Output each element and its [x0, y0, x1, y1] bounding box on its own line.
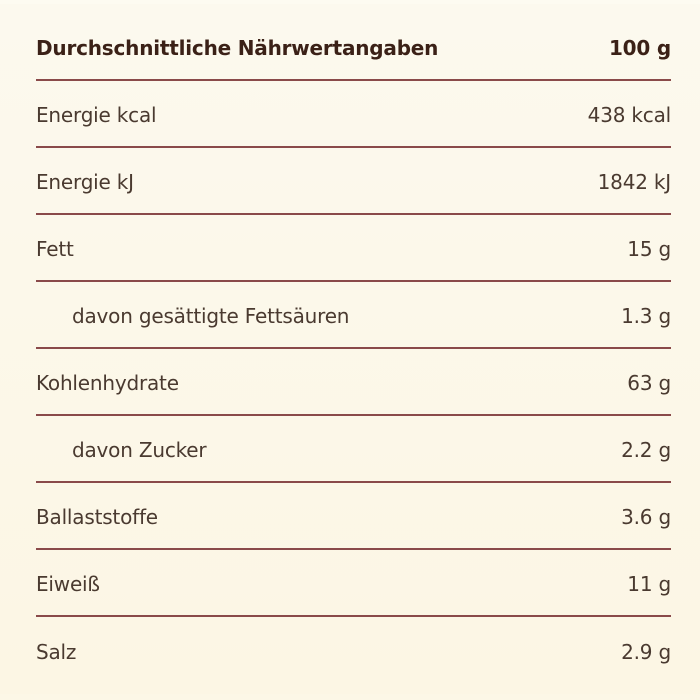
- row-value: 3.6 g: [621, 504, 671, 529]
- row-label: Salz: [36, 639, 77, 664]
- table-row-gesaettigte-fettsaeuren: davon gesättigte Fettsäuren 1.3 g: [36, 282, 671, 349]
- row-value: 63 g: [627, 370, 671, 395]
- nutrition-table: Durchschnittliche Nährwertangaben 100 g …: [36, 14, 671, 684]
- table-row-energie-kcal: Energie kcal 438 kcal: [36, 81, 671, 148]
- row-label: davon Zucker: [72, 437, 207, 462]
- table-row-ballaststoffe: Ballaststoffe 3.6 g: [36, 483, 671, 550]
- table-row-eiweiss: Eiweiß 11 g: [36, 550, 671, 617]
- row-label: Energie kJ: [36, 169, 134, 194]
- row-label: Energie kcal: [36, 102, 157, 127]
- row-label: Fett: [36, 236, 74, 261]
- row-label: Ballaststoffe: [36, 504, 158, 529]
- row-value: 2.9 g: [621, 639, 671, 664]
- table-row-energie-kj: Energie kJ 1842 kJ: [36, 148, 671, 215]
- row-label: Kohlenhydrate: [36, 370, 179, 395]
- row-value: 1842 kJ: [597, 169, 672, 194]
- table-row-fett: Fett 15 g: [36, 215, 671, 282]
- row-value: 2.2 g: [621, 437, 671, 462]
- table-row-kohlenhydrate: Kohlenhydrate 63 g: [36, 349, 671, 416]
- table-header-row: Durchschnittliche Nährwertangaben 100 g: [36, 14, 671, 81]
- row-label: davon gesättigte Fettsäuren: [72, 303, 350, 328]
- header-value: 100 g: [608, 35, 671, 60]
- row-label: Eiweiß: [36, 571, 100, 596]
- nutrition-panel: Durchschnittliche Nährwertangaben 100 g …: [0, 4, 700, 694]
- row-value: 15 g: [627, 236, 671, 261]
- row-value: 11 g: [627, 571, 671, 596]
- row-value: 1.3 g: [621, 303, 671, 328]
- table-row-salz: Salz 2.9 g: [36, 617, 671, 684]
- header-label: Durchschnittliche Nährwertangaben: [36, 35, 439, 60]
- row-value: 438 kcal: [587, 102, 672, 127]
- table-row-zucker: davon Zucker 2.2 g: [36, 416, 671, 483]
